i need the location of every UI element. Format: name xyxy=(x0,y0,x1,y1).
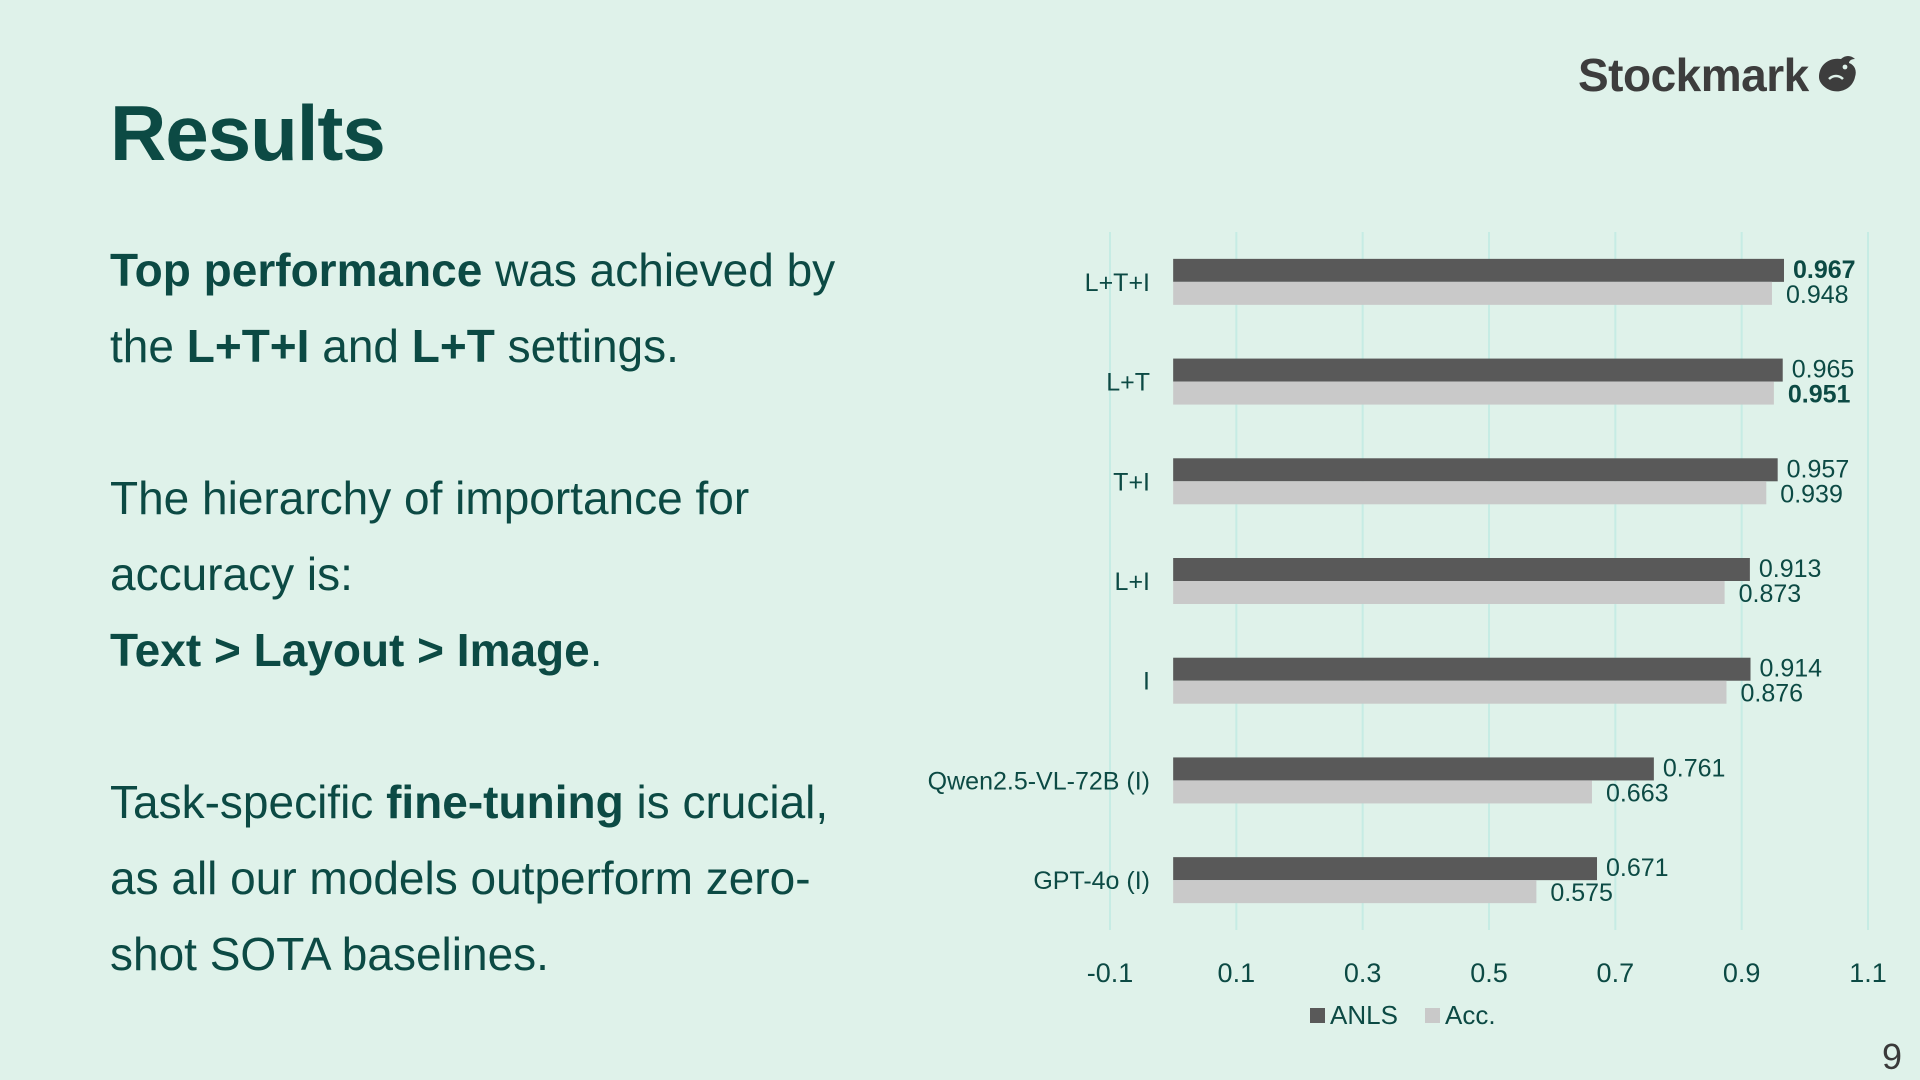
anls-bar xyxy=(1173,857,1598,881)
text-span: Task-specific xyxy=(110,776,387,828)
stockmark-bird-icon xyxy=(1818,56,1856,92)
emphasis-lt: L+T xyxy=(411,320,495,372)
data-label: 0.967 xyxy=(1793,256,1856,284)
paragraph-top-performance: Top performance was achieved by the L+T+… xyxy=(110,232,880,384)
anls-bar xyxy=(1173,558,1750,581)
anls-bar xyxy=(1173,657,1751,681)
acc-bar xyxy=(1173,481,1767,505)
paragraph-fine-tuning: Task-specific fine-tuning is crucial, as… xyxy=(110,764,880,992)
data-label: 0.873 xyxy=(1739,580,1802,608)
data-label: 0.939 xyxy=(1780,480,1843,508)
legend-swatch-acc xyxy=(1425,1008,1440,1023)
anls-bar xyxy=(1173,358,1783,382)
body-text: Top performance was achieved by the L+T+… xyxy=(110,232,880,992)
x-tick-label: 1.1 xyxy=(1849,958,1887,988)
data-label: 0.761 xyxy=(1663,754,1726,782)
data-label: 0.913 xyxy=(1759,555,1822,583)
legend-label-anls: ANLS xyxy=(1330,1000,1398,1030)
data-label: 0.671 xyxy=(1606,854,1669,882)
data-label: 0.575 xyxy=(1550,879,1613,907)
legend-label-acc: Acc. xyxy=(1445,1000,1496,1030)
category-label: T+I xyxy=(1113,468,1150,496)
emphasis-hierarchy: Text > Layout > Image xyxy=(110,624,590,676)
legend-swatch-anls xyxy=(1310,1008,1325,1023)
category-label: Qwen2.5-VL-72B (I) xyxy=(928,767,1150,795)
category-label: I xyxy=(1143,668,1150,696)
logo-text: Stockmark xyxy=(1578,49,1809,101)
acc-bar xyxy=(1173,780,1592,804)
slide-title: Results xyxy=(110,89,386,177)
category-label: L+T xyxy=(1106,369,1150,397)
text-span: and xyxy=(309,320,412,372)
page-number: 9 xyxy=(1882,1036,1903,1077)
paragraph-hierarchy: The hierarchy of importance for accuracy… xyxy=(110,460,880,688)
category-label: GPT-4o (I) xyxy=(1033,867,1150,895)
anls-bar xyxy=(1173,258,1784,282)
data-label: 0.951 xyxy=(1788,381,1851,409)
company-logo: Stockmark xyxy=(1578,48,1859,102)
data-label: 0.914 xyxy=(1760,655,1823,683)
data-label: 0.965 xyxy=(1792,356,1855,384)
acc-bar xyxy=(1173,281,1772,305)
x-tick-label: 0.5 xyxy=(1470,958,1508,988)
x-tick-label: -0.1 xyxy=(1087,958,1134,988)
data-label: 0.876 xyxy=(1741,680,1804,708)
data-label: 0.663 xyxy=(1606,779,1669,807)
acc-bar xyxy=(1173,880,1537,904)
text-span: . xyxy=(589,624,603,676)
x-tick-label: 0.9 xyxy=(1723,958,1761,988)
data-label: 0.948 xyxy=(1786,281,1849,309)
emphasis-fine-tuning: fine-tuning xyxy=(386,776,624,828)
category-label: L+T+I xyxy=(1085,269,1150,297)
acc-bar xyxy=(1173,680,1727,704)
x-tick-label: 0.7 xyxy=(1597,958,1635,988)
acc-bar xyxy=(1173,381,1774,405)
anls-bar xyxy=(1173,458,1778,482)
emphasis-top-performance: Top performance xyxy=(110,244,483,296)
data-label: 0.957 xyxy=(1787,455,1850,483)
x-tick-label: 0.3 xyxy=(1344,958,1382,988)
x-tick-label: 0.1 xyxy=(1218,958,1256,988)
anls-bar xyxy=(1173,757,1654,781)
text-span: was achieved by the xyxy=(110,244,836,372)
category-label: L+I xyxy=(1115,568,1150,596)
text-span: settings. xyxy=(494,320,679,372)
emphasis-lti: L+T+I xyxy=(186,320,310,372)
acc-bar xyxy=(1173,581,1725,604)
text-span: The hierarchy of importance for accuracy… xyxy=(110,472,750,600)
text-span: is crucial, as all our models outperform… xyxy=(110,776,829,980)
